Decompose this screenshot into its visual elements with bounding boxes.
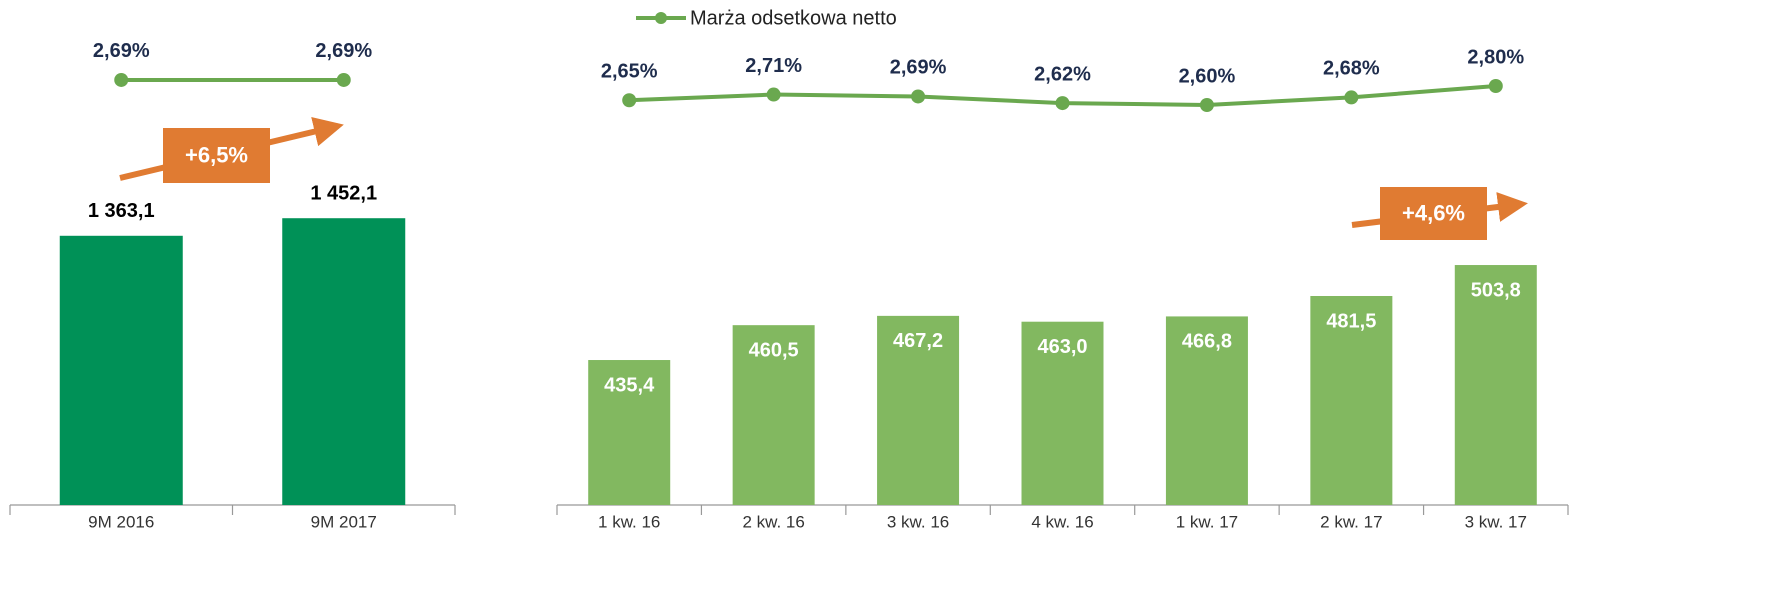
- bar: [1021, 321, 1104, 505]
- bar-label: 460,5: [749, 339, 799, 361]
- line-point: [1199, 98, 1214, 112]
- line-label: 2,68%: [1323, 58, 1380, 80]
- bar: [59, 235, 183, 505]
- legend-marker: [655, 12, 667, 24]
- x-tick-label: 3 kw. 16: [887, 512, 949, 531]
- bar-label: 1 452,1: [310, 182, 377, 204]
- line-point: [911, 89, 926, 104]
- bar-label: 1 363,1: [88, 200, 155, 222]
- bar: [877, 315, 960, 505]
- bar-label: 463,0: [1037, 336, 1087, 358]
- line-point: [1344, 90, 1359, 105]
- line-label: 2,71%: [745, 55, 802, 77]
- line-point: [336, 72, 351, 87]
- annotation: +6,5%: [185, 142, 248, 167]
- line-point: [114, 72, 129, 87]
- bar-label: 435,4: [604, 374, 655, 396]
- annotation: +4,6%: [1402, 200, 1465, 225]
- line-point: [1055, 96, 1070, 111]
- bar-label: 503,8: [1471, 279, 1521, 301]
- bar: [588, 360, 671, 505]
- bar: [732, 325, 815, 505]
- line-point: [1488, 79, 1503, 93]
- x-tick-label: 9M 2016: [88, 512, 154, 531]
- line-label: 2,62%: [1034, 63, 1091, 85]
- x-tick-label: 2 kw. 17: [1320, 512, 1382, 531]
- bar: [282, 218, 406, 505]
- annotation-box: [1380, 187, 1487, 240]
- line-point: [766, 87, 781, 102]
- bar-label: 481,5: [1326, 310, 1376, 332]
- bar: [1165, 316, 1248, 505]
- line-label: 2,69%: [93, 40, 150, 62]
- x-tick-label: 1 kw. 17: [1176, 512, 1238, 531]
- bar: [1310, 296, 1393, 505]
- bar: [1454, 265, 1537, 505]
- line-label: 2,80%: [1467, 46, 1524, 68]
- bar-label: 467,2: [893, 330, 943, 352]
- annotation-box: [163, 128, 270, 183]
- x-tick-label: 9M 2017: [311, 512, 377, 531]
- x-tick-label: 4 kw. 16: [1031, 512, 1093, 531]
- x-tick-label: 3 kw. 17: [1465, 512, 1527, 531]
- x-tick-label: 1 kw. 16: [598, 512, 660, 531]
- x-tick-label: 2 kw. 16: [742, 512, 804, 531]
- line-label: 2,69%: [315, 40, 372, 62]
- line-label: 2,65%: [601, 61, 658, 83]
- line-label: 2,69%: [890, 57, 947, 79]
- bar-label: 466,8: [1182, 331, 1232, 353]
- legend-label: Marża odsetkowa netto: [690, 7, 897, 29]
- line-label: 2,60%: [1179, 65, 1236, 87]
- line-point: [622, 93, 637, 108]
